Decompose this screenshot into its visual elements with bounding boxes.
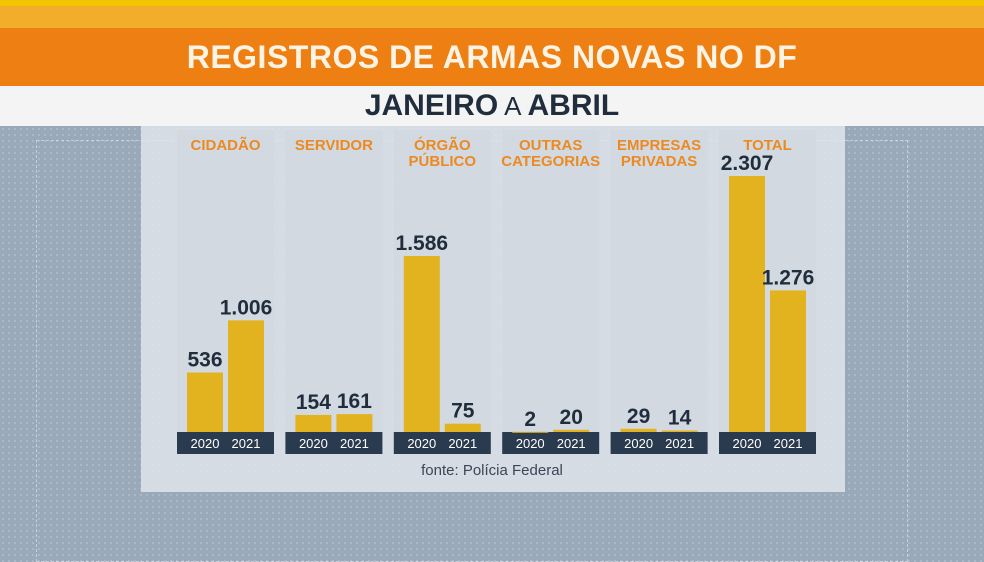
bar bbox=[228, 320, 264, 432]
year-axis-bar bbox=[177, 432, 274, 454]
value-label: 14 bbox=[668, 406, 692, 429]
subtitle-start: JANEIRO bbox=[364, 89, 499, 122]
category-label: TOTAL bbox=[743, 137, 792, 154]
category-column bbox=[610, 130, 708, 432]
subtitle-banner: JANEIRO A ABRIL bbox=[0, 86, 984, 126]
subtitle-end: ABRIL bbox=[527, 89, 620, 122]
subtitle-mid: A bbox=[504, 91, 522, 121]
bar bbox=[187, 372, 223, 432]
year-axis-bar bbox=[719, 432, 816, 454]
year-tick-label: 2020 bbox=[407, 436, 436, 451]
year-axis-bar bbox=[610, 432, 708, 454]
category-label: ÓRGÃO bbox=[414, 136, 471, 154]
value-label: 536 bbox=[187, 349, 222, 372]
bar bbox=[770, 290, 806, 432]
chart-title: REGISTROS DE ARMAS NOVAS NO DF bbox=[186, 38, 798, 75]
bar bbox=[553, 429, 590, 432]
bar bbox=[295, 414, 332, 432]
year-tick-label: 2021 bbox=[232, 436, 261, 451]
bar bbox=[512, 431, 549, 433]
value-label: 75 bbox=[451, 400, 475, 423]
source-note: fonte: Polícia Federal bbox=[421, 462, 563, 479]
year-tick-label: 2021 bbox=[665, 436, 694, 451]
category-label: PRIVADAS bbox=[621, 153, 697, 170]
bar bbox=[729, 176, 765, 432]
category-label: PÚBLICO bbox=[409, 152, 477, 170]
value-label: 1.586 bbox=[396, 232, 449, 255]
value-label: 29 bbox=[627, 405, 650, 428]
year-tick-label: 2021 bbox=[448, 436, 477, 451]
year-tick-label: 2020 bbox=[733, 436, 762, 451]
bar bbox=[336, 414, 373, 432]
value-label: 2 bbox=[524, 408, 536, 431]
year-tick-label: 2021 bbox=[774, 436, 803, 451]
category-label: EMPRESAS bbox=[617, 137, 701, 154]
value-label: 20 bbox=[560, 406, 583, 429]
bar-chart: CIDADÃO 536 2020 1.006 2021 SERVIDOR 154 2020 16… bbox=[177, 130, 816, 454]
bar bbox=[403, 256, 440, 432]
category-label: OUTRAS bbox=[519, 137, 582, 154]
year-tick-label: 2020 bbox=[516, 436, 545, 451]
category-column bbox=[285, 130, 383, 432]
bar bbox=[444, 423, 481, 432]
category-column bbox=[502, 130, 600, 432]
category-label: CIDADÃO bbox=[191, 136, 261, 154]
bar bbox=[661, 430, 698, 432]
year-tick-label: 2020 bbox=[191, 436, 220, 451]
year-axis-bar bbox=[285, 432, 383, 454]
title-banner: REGISTROS DE ARMAS NOVAS NO DF bbox=[0, 28, 984, 86]
category-label: CATEGORIAS bbox=[501, 153, 600, 170]
value-label: 1.006 bbox=[220, 296, 273, 319]
value-label: 154 bbox=[296, 391, 331, 414]
value-label: 1.276 bbox=[762, 266, 815, 289]
value-label: 2.307 bbox=[721, 152, 774, 175]
year-tick-label: 2021 bbox=[557, 436, 586, 451]
top-amber-stripe bbox=[0, 6, 984, 28]
top-yellow-stripe bbox=[0, 0, 984, 6]
value-label: 161 bbox=[337, 390, 372, 413]
chart-subtitle: JANEIRO A ABRIL bbox=[365, 89, 619, 123]
year-tick-label: 2020 bbox=[624, 436, 653, 451]
year-tick-label: 2020 bbox=[299, 436, 328, 451]
chart-panel: CIDADÃO 536 2020 1.006 2021 SERVIDOR 154 2020 16… bbox=[141, 126, 845, 492]
year-axis-bar bbox=[502, 432, 600, 454]
year-tick-label: 2021 bbox=[340, 436, 369, 451]
category-label: SERVIDOR bbox=[295, 137, 373, 154]
bar bbox=[620, 428, 657, 432]
year-axis-bar bbox=[393, 432, 491, 454]
